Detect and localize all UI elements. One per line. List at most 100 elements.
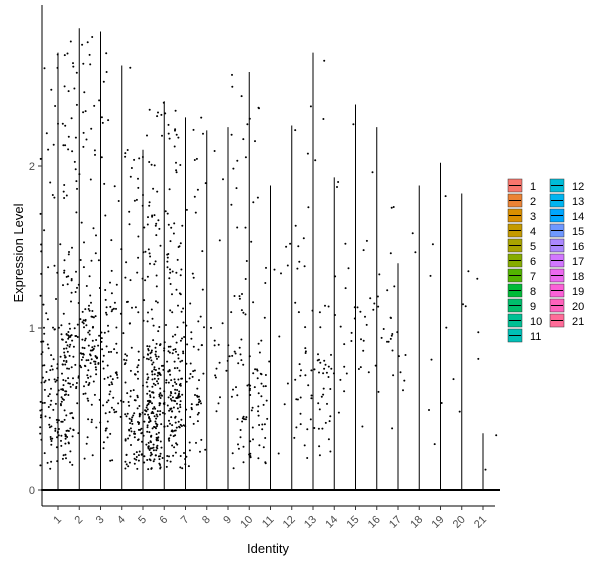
point-4 — [117, 402, 120, 405]
point-7 — [184, 425, 187, 428]
x-tick-label: 16 — [366, 514, 383, 531]
x-tick-label: 7 — [179, 514, 192, 527]
point-3 — [98, 99, 101, 102]
point-11 — [283, 403, 286, 406]
point-16 — [360, 338, 362, 341]
point-12 — [307, 206, 310, 209]
point-7 — [169, 373, 172, 376]
point-5 — [147, 376, 150, 379]
point-5 — [137, 377, 139, 380]
point-2 — [82, 266, 85, 269]
point-3 — [97, 344, 100, 347]
point-4 — [110, 406, 113, 409]
point-6 — [167, 223, 170, 226]
point-13 — [318, 445, 321, 448]
point-7 — [196, 413, 199, 416]
x-tick-label: 15 — [344, 514, 361, 531]
point-6 — [181, 467, 184, 470]
point-6 — [152, 449, 155, 452]
point-6 — [169, 268, 171, 271]
point-6 — [155, 427, 157, 430]
point-10 — [250, 240, 253, 243]
point-3 — [108, 383, 111, 386]
point-10 — [230, 395, 233, 398]
point-7 — [194, 211, 197, 214]
point-2 — [87, 308, 90, 310]
point-15 — [344, 287, 347, 290]
point-1 — [56, 271, 59, 274]
point-1 — [67, 148, 70, 151]
point-4 — [136, 407, 139, 410]
point-6 — [147, 216, 149, 219]
point-13 — [304, 352, 307, 354]
point-6 — [166, 404, 169, 407]
point-5 — [141, 431, 144, 434]
point-3 — [115, 283, 118, 286]
point-3 — [113, 411, 116, 414]
point-1 — [55, 379, 58, 382]
point-6 — [147, 445, 150, 448]
point-2 — [74, 291, 77, 293]
point-9 — [225, 369, 228, 372]
point-5 — [137, 311, 140, 314]
point-9 — [233, 295, 236, 297]
point-1 — [49, 403, 52, 406]
point-10 — [238, 295, 241, 298]
point-15 — [343, 390, 346, 393]
point-2 — [84, 318, 87, 321]
point-7 — [191, 272, 194, 275]
point-1 — [46, 461, 49, 464]
legend-label-5: 5 — [530, 241, 536, 253]
point-1 — [57, 428, 60, 430]
point-2 — [85, 285, 88, 287]
point-3 — [108, 411, 111, 414]
point-1 — [42, 303, 45, 306]
point-3 — [104, 429, 107, 432]
point-6 — [159, 455, 162, 458]
point-12 — [280, 272, 282, 275]
point-8 — [202, 372, 205, 375]
point-4 — [131, 306, 133, 309]
point-5 — [146, 275, 149, 278]
point-6 — [151, 317, 154, 320]
point-6 — [151, 370, 154, 373]
point-6 — [159, 374, 162, 376]
point-6 — [160, 364, 163, 367]
point-3 — [110, 310, 113, 313]
point-3 — [111, 378, 114, 381]
point-4 — [104, 412, 107, 415]
point-6 — [167, 396, 170, 399]
point-4 — [112, 396, 115, 399]
point-20 — [477, 331, 480, 334]
point-21 — [484, 468, 487, 471]
point-6 — [151, 363, 154, 366]
point-18 — [428, 409, 430, 411]
point-7 — [174, 451, 177, 454]
point-14 — [319, 361, 322, 364]
point-4 — [119, 415, 122, 418]
point-5 — [152, 446, 155, 449]
point-6 — [145, 443, 148, 446]
point-10 — [260, 395, 263, 398]
point-6 — [179, 384, 182, 387]
point-1 — [63, 197, 66, 199]
point-4 — [127, 401, 130, 403]
point-6 — [154, 407, 157, 410]
point-14 — [337, 181, 340, 183]
point-1 — [49, 436, 52, 438]
point-3 — [91, 454, 94, 457]
point-7 — [167, 345, 170, 348]
point-17 — [396, 331, 399, 334]
point-7 — [195, 157, 198, 160]
point-20 — [476, 277, 479, 280]
point-2 — [70, 300, 72, 303]
point-10 — [256, 196, 259, 199]
point-6 — [175, 169, 178, 172]
point-1 — [60, 388, 63, 391]
legend-label-17: 17 — [572, 256, 584, 268]
point-6 — [174, 109, 177, 112]
point-7 — [182, 350, 185, 353]
point-14 — [318, 408, 321, 411]
point-6 — [155, 413, 158, 416]
point-1 — [64, 144, 67, 147]
